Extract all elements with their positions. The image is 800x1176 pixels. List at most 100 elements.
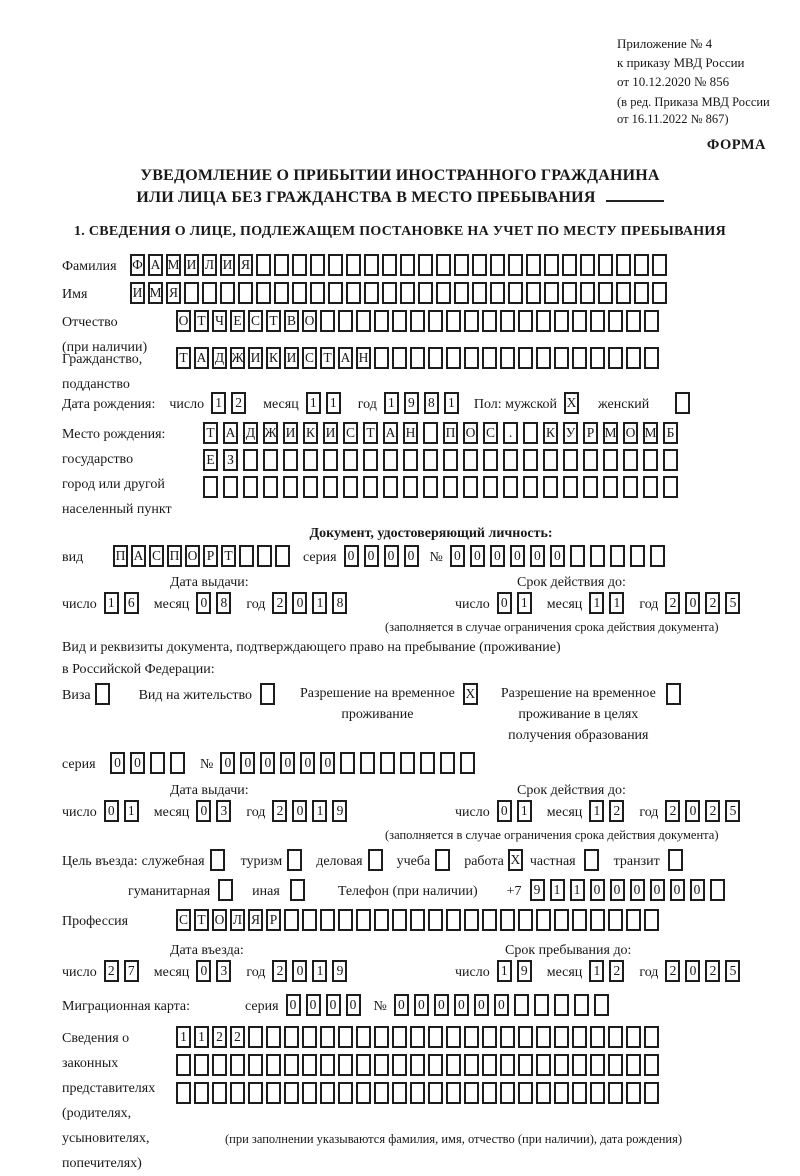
representatives-row2-field-cell[interactable] — [230, 1054, 245, 1076]
surname-field-cell[interactable] — [328, 254, 343, 276]
representatives-row2-field-cell[interactable] — [608, 1054, 623, 1076]
birthplace-row1-field-cell[interactable]: М — [643, 422, 658, 444]
phone-field-cell[interactable]: 1 — [549, 879, 565, 901]
purpose-study-checkbox-cell[interactable] — [435, 849, 451, 871]
entry-month-field-cell[interactable]: 3 — [216, 960, 232, 982]
surname-field-cell[interactable]: Ф — [130, 254, 145, 276]
given-name-field-cell[interactable] — [508, 282, 523, 304]
citizenship-field-cell[interactable] — [518, 347, 533, 369]
profession-field-cell[interactable] — [410, 909, 425, 931]
profession-field-cell[interactable] — [356, 909, 371, 931]
patronymic-field-cell[interactable]: С — [248, 310, 263, 332]
birthplace-row1-field-cell[interactable]: Ж — [263, 422, 278, 444]
birthplace-row2-field-cell[interactable] — [303, 449, 318, 471]
representatives-row3-field-cell[interactable] — [518, 1082, 533, 1104]
birthplace-row1-field-cell[interactable] — [523, 422, 538, 444]
patronymic-field-cell[interactable]: Е — [230, 310, 245, 332]
given-name-field-cell[interactable] — [472, 282, 487, 304]
profession-field-cell[interactable] — [464, 909, 479, 931]
profession-field-cell[interactable] — [374, 909, 389, 931]
doc-kind-field-cell[interactable] — [275, 545, 290, 567]
doc-exp-year-field-cell[interactable]: 2 — [665, 592, 681, 614]
given-name-field-cell[interactable] — [454, 282, 469, 304]
representatives-row2-field-cell[interactable] — [338, 1054, 353, 1076]
representatives-row3-field-cell[interactable] — [410, 1082, 425, 1104]
representatives-row3-field-cell[interactable] — [446, 1082, 461, 1104]
given-name-field-cell[interactable]: И — [130, 282, 145, 304]
representatives-row3-field-cell[interactable] — [608, 1082, 623, 1104]
birthplace-row3-field-cell[interactable] — [443, 476, 458, 498]
citizenship-field-cell[interactable] — [392, 347, 407, 369]
birthplace-row3-field-cell[interactable] — [563, 476, 578, 498]
representatives-row1-field-cell[interactable] — [392, 1026, 407, 1048]
given-name-field-cell[interactable] — [616, 282, 631, 304]
doc-exp-year-field-cell[interactable]: 0 — [685, 592, 701, 614]
surname-field-cell[interactable]: М — [166, 254, 181, 276]
representatives-row1-field-cell[interactable] — [644, 1026, 659, 1048]
birth-day-field-cell[interactable]: 2 — [231, 392, 247, 414]
doc-kind-field-cell[interactable]: Р — [203, 545, 218, 567]
doc-exp-day-field-cell[interactable]: 0 — [496, 592, 512, 614]
birthplace-row2-field-cell[interactable] — [643, 449, 658, 471]
mc-number-field-cell[interactable]: 0 — [433, 994, 449, 1016]
doc-issue-year-field-cell[interactable]: 2 — [272, 592, 288, 614]
resdoc-number-field-cell[interactable] — [380, 752, 396, 774]
profession-field-cell[interactable] — [392, 909, 407, 931]
citizenship-field-cell[interactable] — [500, 347, 515, 369]
representatives-row2-field-cell[interactable] — [554, 1054, 569, 1076]
given-name-field-cell[interactable] — [274, 282, 289, 304]
representatives-row3-field-cell[interactable] — [356, 1082, 371, 1104]
phone-field-cell[interactable]: 0 — [669, 879, 685, 901]
representatives-row2-field-cell[interactable] — [194, 1054, 209, 1076]
surname-field-cell[interactable] — [346, 254, 361, 276]
resdoc-number-field-cell[interactable]: 0 — [280, 752, 296, 774]
citizenship-field-cell[interactable]: Д — [212, 347, 227, 369]
doc-kind-field-cell[interactable]: О — [185, 545, 200, 567]
surname-field-cell[interactable]: Я — [238, 254, 253, 276]
surname-field-cell[interactable] — [580, 254, 595, 276]
birthplace-row1-field-cell[interactable]: П — [443, 422, 458, 444]
representatives-row3-field-cell[interactable] — [176, 1082, 191, 1104]
representatives-row1-field-cell[interactable] — [302, 1026, 317, 1048]
patronymic-field-cell[interactable] — [410, 310, 425, 332]
representatives-row1-field-cell[interactable] — [338, 1026, 353, 1048]
birth-day-field-cell[interactable]: 1 — [211, 392, 227, 414]
resdoc-issue-month-field-cell[interactable]: 0 — [196, 800, 212, 822]
representatives-row2-field-cell[interactable] — [644, 1054, 659, 1076]
representatives-row1-field-cell[interactable] — [428, 1026, 443, 1048]
given-name-field-cell[interactable] — [220, 282, 235, 304]
purpose-tourism-checkbox[interactable] — [287, 849, 305, 871]
resdoc-issue-year-field-cell[interactable]: 1 — [312, 800, 328, 822]
mc-series-field-cell[interactable]: 0 — [285, 994, 301, 1016]
birthplace-row3-field-cell[interactable] — [403, 476, 418, 498]
representatives-row1-field-cell[interactable] — [248, 1026, 263, 1048]
birthplace-row1-field-cell[interactable]: И — [323, 422, 338, 444]
given-name-field-cell[interactable] — [202, 282, 217, 304]
doc-issue-month-field-cell[interactable]: 0 — [196, 592, 212, 614]
patronymic-field-cell[interactable]: В — [284, 310, 299, 332]
purpose-official-checkbox-cell[interactable] — [209, 849, 225, 871]
birthplace-row3-field-cell[interactable] — [483, 476, 498, 498]
rvp-education-checkbox[interactable] — [665, 683, 684, 705]
representatives-row3-field-cell[interactable] — [626, 1082, 641, 1104]
representatives-row2-field-cell[interactable] — [266, 1054, 281, 1076]
resdoc-number-field-cell[interactable]: 0 — [260, 752, 276, 774]
birthplace-row1-field-cell[interactable]: Н — [403, 422, 418, 444]
resdoc-number-field-cell[interactable]: 0 — [220, 752, 236, 774]
given-name-field-cell[interactable] — [598, 282, 613, 304]
doc-series-field-cell[interactable]: 0 — [383, 545, 399, 567]
representatives-row3-field-cell[interactable] — [338, 1082, 353, 1104]
profession-field-cell[interactable] — [284, 909, 299, 931]
entry-year-field-cell[interactable]: 1 — [312, 960, 328, 982]
birthplace-row2-field-cell[interactable] — [403, 449, 418, 471]
representatives-row2-field-cell[interactable] — [320, 1054, 335, 1076]
birthplace-row2-field-cell[interactable] — [283, 449, 298, 471]
